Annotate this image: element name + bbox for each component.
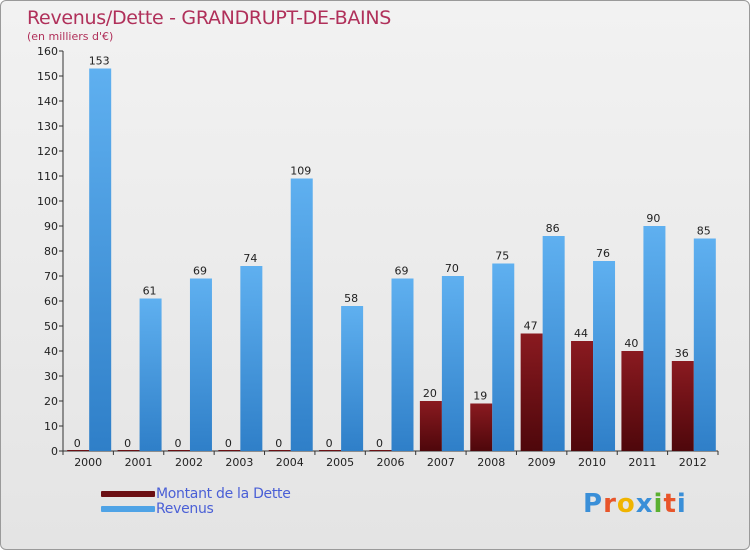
y-tick-label: 50 — [44, 320, 58, 333]
logo-letter: o — [616, 489, 636, 519]
x-tick-label: 2004 — [276, 456, 304, 469]
data-label-dette: 0 — [124, 437, 131, 450]
y-tick-label: 30 — [44, 370, 58, 383]
x-tick-label: 2001 — [125, 456, 153, 469]
logo-letter: t — [663, 489, 677, 519]
y-tick-label: 120 — [37, 145, 58, 158]
data-label-revenus: 75 — [495, 250, 509, 263]
legend-label-dette: Montant de la Dette — [156, 486, 291, 502]
y-tick-label: 150 — [37, 70, 58, 83]
logo-letter: i — [653, 489, 664, 519]
y-tick-label: 160 — [37, 45, 58, 58]
bar-revenus — [643, 226, 666, 451]
x-tick-label: 2008 — [477, 456, 505, 469]
bar-dette — [268, 450, 291, 451]
data-label-dette: 19 — [473, 390, 487, 403]
data-label-dette: 0 — [174, 437, 181, 450]
data-label-revenus: 58 — [344, 292, 358, 305]
data-label-dette: 0 — [225, 437, 232, 450]
data-label-revenus: 61 — [143, 285, 157, 298]
logo-letter: P — [583, 489, 604, 519]
bar-dette — [319, 450, 342, 451]
bar-dette — [470, 403, 493, 451]
data-label-revenus: 74 — [243, 252, 257, 265]
bar-revenus — [240, 266, 263, 451]
chart-title: Revenus/Dette - GRANDRUPT-DE-BAINS — [27, 7, 392, 29]
data-label-revenus: 109 — [290, 165, 311, 178]
bar-revenus — [492, 263, 515, 451]
legend-swatch-revenus — [101, 506, 155, 512]
x-tick-label: 2003 — [225, 456, 253, 469]
x-tick-label: 2009 — [528, 456, 556, 469]
y-tick-label: 20 — [44, 395, 58, 408]
data-label-dette: 0 — [74, 437, 81, 450]
data-label-revenus: 86 — [546, 222, 560, 235]
data-label-revenus: 76 — [596, 247, 610, 260]
y-tick-label: 130 — [37, 120, 58, 133]
y-tick-label: 140 — [37, 95, 58, 108]
data-label-revenus: 85 — [697, 225, 711, 238]
x-tick-label: 2010 — [578, 456, 606, 469]
data-label-revenus: 90 — [646, 212, 660, 225]
bar-revenus — [290, 178, 313, 451]
x-tick-label: 2002 — [175, 456, 203, 469]
data-label-dette: 0 — [326, 437, 333, 450]
bar-dette — [571, 341, 594, 451]
data-label-revenus: 69 — [395, 265, 409, 278]
bar-revenus — [693, 238, 716, 451]
y-tick-label: 10 — [44, 420, 58, 433]
data-label-dette: 44 — [574, 327, 588, 340]
data-label-dette: 40 — [624, 337, 638, 350]
logo-letter: x — [635, 489, 654, 519]
x-tick-label: 2007 — [427, 456, 455, 469]
data-label-dette: 0 — [376, 437, 383, 450]
bar-dette — [621, 351, 644, 451]
data-label-dette: 20 — [423, 387, 437, 400]
data-label-dette: 36 — [675, 347, 689, 360]
data-label-revenus: 69 — [193, 265, 207, 278]
x-tick-label: 2012 — [679, 456, 707, 469]
bar-revenus — [139, 298, 162, 451]
y-tick-label: 110 — [37, 170, 58, 183]
bar-revenus — [189, 278, 212, 451]
logo-letter: i — [676, 489, 687, 519]
y-tick-label: 60 — [44, 295, 58, 308]
bar-dette — [369, 450, 392, 451]
bar-dette — [218, 450, 241, 451]
x-tick-label: 2011 — [628, 456, 656, 469]
y-tick-label: 100 — [37, 195, 58, 208]
y-tick-label: 80 — [44, 245, 58, 258]
data-label-dette: 47 — [524, 320, 538, 333]
logo-letter: r — [603, 489, 617, 519]
legend-swatch-dette — [101, 491, 155, 497]
bar-revenus — [542, 236, 565, 451]
x-tick-label: 2006 — [377, 456, 405, 469]
bar-dette — [520, 333, 543, 451]
y-tick-label: 90 — [44, 220, 58, 233]
data-label-revenus: 70 — [445, 262, 459, 275]
proxiti-logo: Proxiti — [583, 489, 687, 519]
bar-dette — [419, 401, 442, 451]
bar-revenus — [593, 261, 616, 451]
data-label-dette: 0 — [275, 437, 282, 450]
bar-revenus — [89, 68, 112, 451]
x-tick-label: 2005 — [326, 456, 354, 469]
y-tick-label: 0 — [51, 445, 58, 458]
data-label-revenus: 153 — [89, 55, 110, 68]
bar-dette — [67, 450, 90, 451]
bar-revenus — [391, 278, 414, 451]
legend-label-revenus: Revenus — [156, 501, 214, 517]
x-tick-label: 2000 — [74, 456, 102, 469]
bar-revenus — [441, 276, 464, 451]
bar-dette — [671, 361, 694, 451]
y-tick-label: 40 — [44, 345, 58, 358]
chart-subtitle: (en milliers d'€) — [27, 30, 114, 43]
y-tick-label: 70 — [44, 270, 58, 283]
bar-revenus — [341, 306, 364, 451]
bar-dette — [117, 450, 140, 451]
bar-dette — [167, 450, 190, 451]
